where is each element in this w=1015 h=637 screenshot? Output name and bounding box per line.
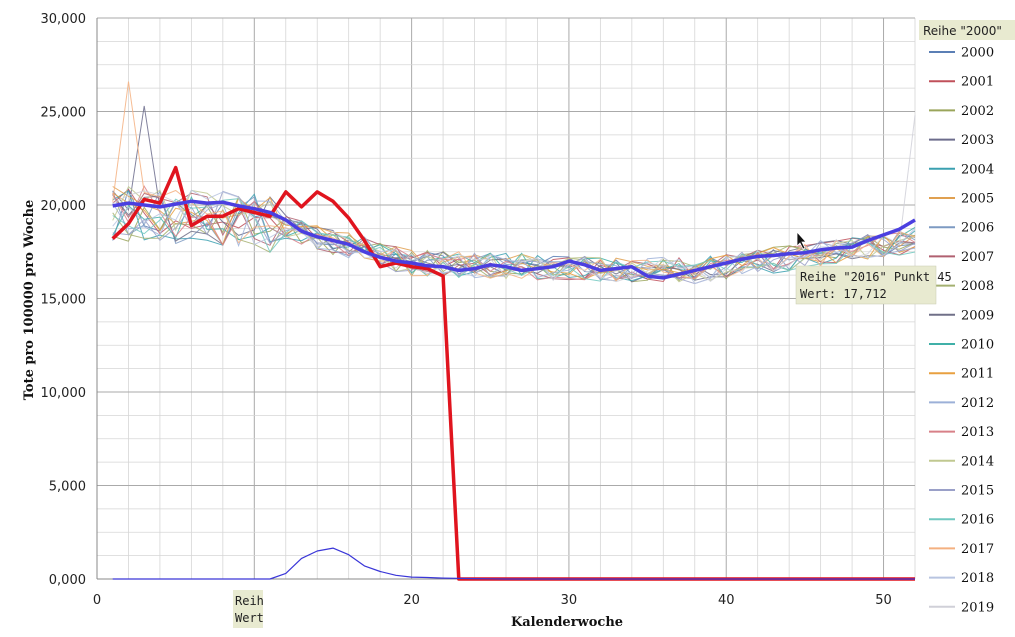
y-tick-label: 0,000 xyxy=(49,573,86,588)
series-line-2018 xyxy=(112,189,916,285)
y-tick-label: 30,000 xyxy=(41,12,87,27)
legend-label: 2007 xyxy=(961,250,994,265)
y-tick-label: 15,000 xyxy=(41,293,87,308)
tooltip-line2: Wert: 17,712 xyxy=(800,287,887,301)
tooltip-line1: Reihe "2016" Punkt 45 xyxy=(800,270,952,284)
y-tick-label: 20,000 xyxy=(41,199,87,214)
legend-label: 2005 xyxy=(961,192,994,207)
legend-header-bg xyxy=(919,20,1015,40)
series-line-2002 xyxy=(112,195,916,283)
x-tick-label: 50 xyxy=(875,593,892,608)
legend-label: 2001 xyxy=(961,75,994,90)
y-tick-labels: 0,000 5,000 10,000 15,000 20,000 25,000 30,000 xyxy=(41,12,87,588)
y-tick-label: 25,000 xyxy=(41,106,87,121)
legend-label: 2016 xyxy=(961,513,994,528)
partial-tooltip-line1: Reih xyxy=(235,594,264,608)
legend-header: Reihe "2000" xyxy=(923,24,1002,38)
tooltip: Reihe "2016" Punkt 45 Wert: 17,712 xyxy=(795,265,952,305)
y-axis-title: Tote pro 100000 pro Woche xyxy=(22,200,37,401)
legend-label: 2003 xyxy=(961,133,994,148)
x-tick-labels: 01020304050 xyxy=(93,593,892,608)
y-tick-label: 5,000 xyxy=(49,480,86,495)
legend-label: 2013 xyxy=(961,425,994,440)
legend: Reihe "2000" 2000 2001 2002 2003 2004 2005 200… xyxy=(919,20,1015,615)
legend-label: 2008 xyxy=(961,279,994,294)
legend-label: 2019 xyxy=(961,600,994,615)
partial-tooltip: Reih Wert xyxy=(233,590,264,628)
legend-label: 2012 xyxy=(961,396,994,411)
legend-label: 2006 xyxy=(961,221,994,236)
legend-label: 2000 xyxy=(961,46,994,61)
partial-tooltip-line2: Wert xyxy=(235,611,264,625)
x-tick-label: 30 xyxy=(561,593,578,608)
legend-label: 2009 xyxy=(961,308,994,323)
legend-label: 2017 xyxy=(961,542,994,557)
x-axis-title: Kalenderwoche xyxy=(511,615,623,630)
y-tick-label: 10,000 xyxy=(41,386,87,401)
legend-label: 2004 xyxy=(961,162,994,177)
legend-label: 2011 xyxy=(961,367,994,382)
legend-label: 2014 xyxy=(961,454,994,469)
highlighted-series xyxy=(111,165,916,581)
legend-label: 2010 xyxy=(961,338,994,353)
legend-label: 2002 xyxy=(961,104,994,119)
x-tick-label: 0 xyxy=(93,593,101,608)
legend-label: 2018 xyxy=(961,571,994,586)
cursor-icon xyxy=(796,230,807,250)
tooltip-bg xyxy=(795,265,937,305)
grid xyxy=(96,17,916,580)
x-tick-label: 20 xyxy=(403,593,420,608)
legend-label: 2015 xyxy=(961,484,994,499)
data-series-2 xyxy=(112,547,915,580)
data-series-0 xyxy=(112,199,916,280)
x-tick-label: 40 xyxy=(718,593,735,608)
partial-tooltip-bg xyxy=(233,590,263,628)
